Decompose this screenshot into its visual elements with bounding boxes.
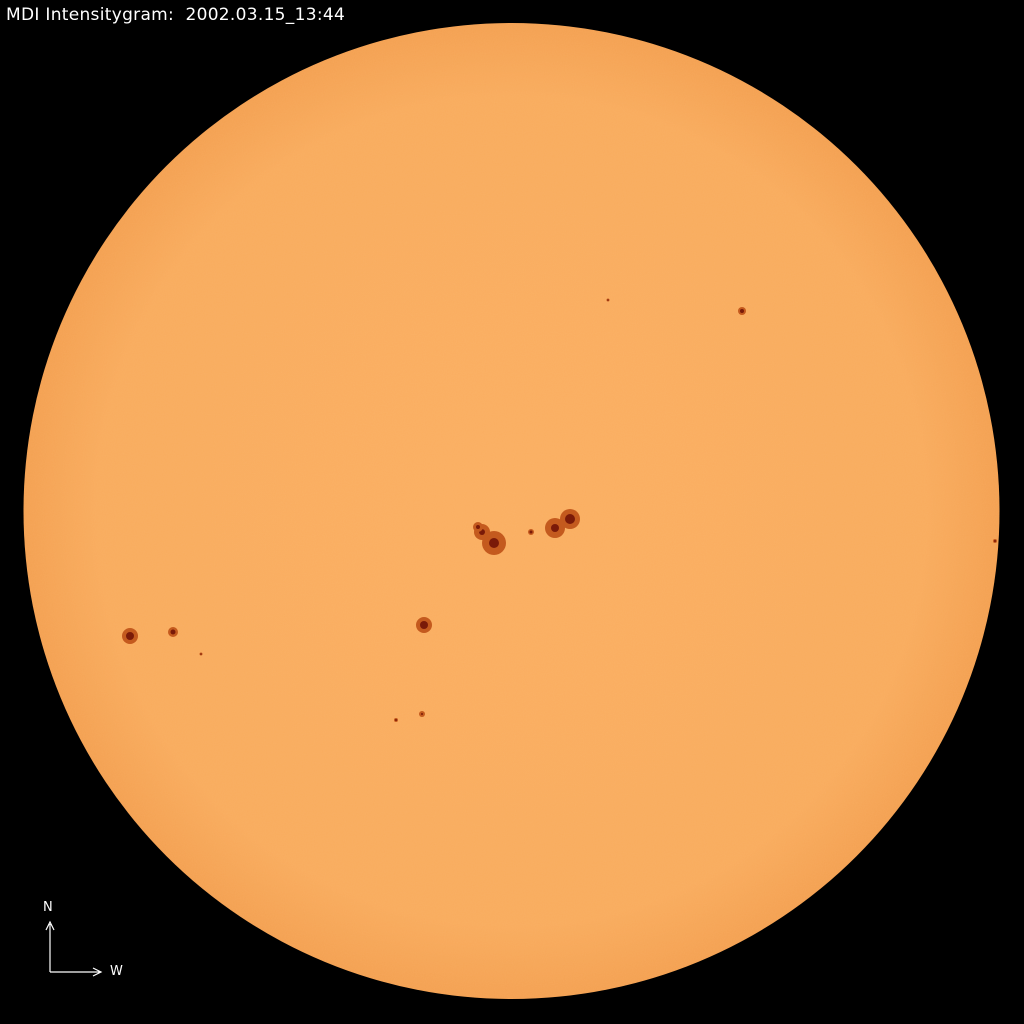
- sunspots: [122, 298, 997, 722]
- compass-arrows: [45, 920, 103, 977]
- sunspot-umbra: [476, 525, 480, 529]
- sunspot-umbra: [200, 653, 202, 655]
- sunspot-umbra: [529, 530, 533, 534]
- north-label: N: [43, 900, 53, 915]
- sunspot-umbra: [421, 713, 423, 715]
- sunspot-umbra: [489, 538, 499, 548]
- west-label: W: [110, 964, 123, 979]
- sunspot-umbra: [607, 299, 609, 301]
- sunspot-umbra: [395, 719, 397, 721]
- sunspot-umbra: [565, 514, 575, 524]
- sunspot-umbra: [126, 632, 134, 640]
- sunspot-umbra: [170, 629, 176, 635]
- sunspot-umbra: [740, 309, 744, 313]
- image-title: MDI Intensitygram: 2002.03.15_13:44: [6, 5, 346, 25]
- north-arrow-icon: [45, 920, 55, 972]
- granulation-texture: [23, 23, 1000, 999]
- sunspot-umbra: [420, 621, 428, 629]
- sunspot-umbra: [551, 524, 559, 532]
- west-arrow-icon: [50, 967, 103, 977]
- sunspot-umbra: [994, 540, 996, 542]
